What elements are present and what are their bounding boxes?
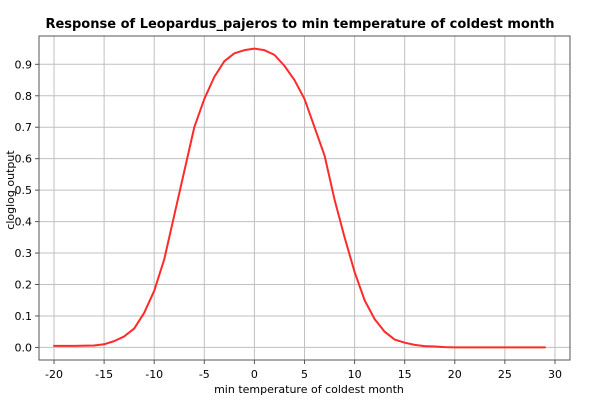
x-tick-label: -15: [95, 368, 113, 381]
y-tick-label: 0.5: [15, 184, 33, 197]
x-tick-label: 30: [548, 368, 562, 381]
x-tick-label: 15: [398, 368, 412, 381]
x-tick-label: 25: [498, 368, 512, 381]
y-tick-label: 0.3: [15, 247, 33, 260]
response-curve: [53, 47, 546, 349]
x-axis-label: min temperature of coldest month: [214, 383, 404, 396]
y-tick-label: 0.2: [15, 279, 33, 292]
y-tick-label: 0.8: [15, 90, 33, 103]
y-tick-label: 0.4: [15, 216, 33, 229]
y-tick-label: 0.0: [15, 341, 33, 354]
y-tick-label: 0.6: [15, 153, 33, 166]
x-tick-label: -10: [145, 368, 163, 381]
series-layer: [53, 47, 546, 349]
y-axis-label: cloglog output: [4, 150, 17, 230]
x-tick-label: 5: [301, 368, 308, 381]
x-tick-label: -20: [45, 368, 63, 381]
grid: [39, 36, 570, 360]
x-tick-label: 20: [448, 368, 462, 381]
y-tick-label: 0.1: [15, 310, 33, 323]
x-tick-label: -5: [199, 368, 210, 381]
y-tick-label: 0.7: [15, 121, 33, 134]
x-tick-label: 0: [251, 368, 258, 381]
y-tick-label: 0.9: [15, 58, 33, 71]
x-tick-label: 10: [348, 368, 362, 381]
y-axis: 0.0 0.1 0.2 0.3 0.4 0.5 0.6 0.7 0.8 0.9: [15, 58, 39, 354]
chart-title: Response of Leopardus_pajeros to min tem…: [45, 17, 554, 32]
x-axis: -20 -15 -10 -5 0 5 10 15 20 25 30: [45, 360, 562, 381]
